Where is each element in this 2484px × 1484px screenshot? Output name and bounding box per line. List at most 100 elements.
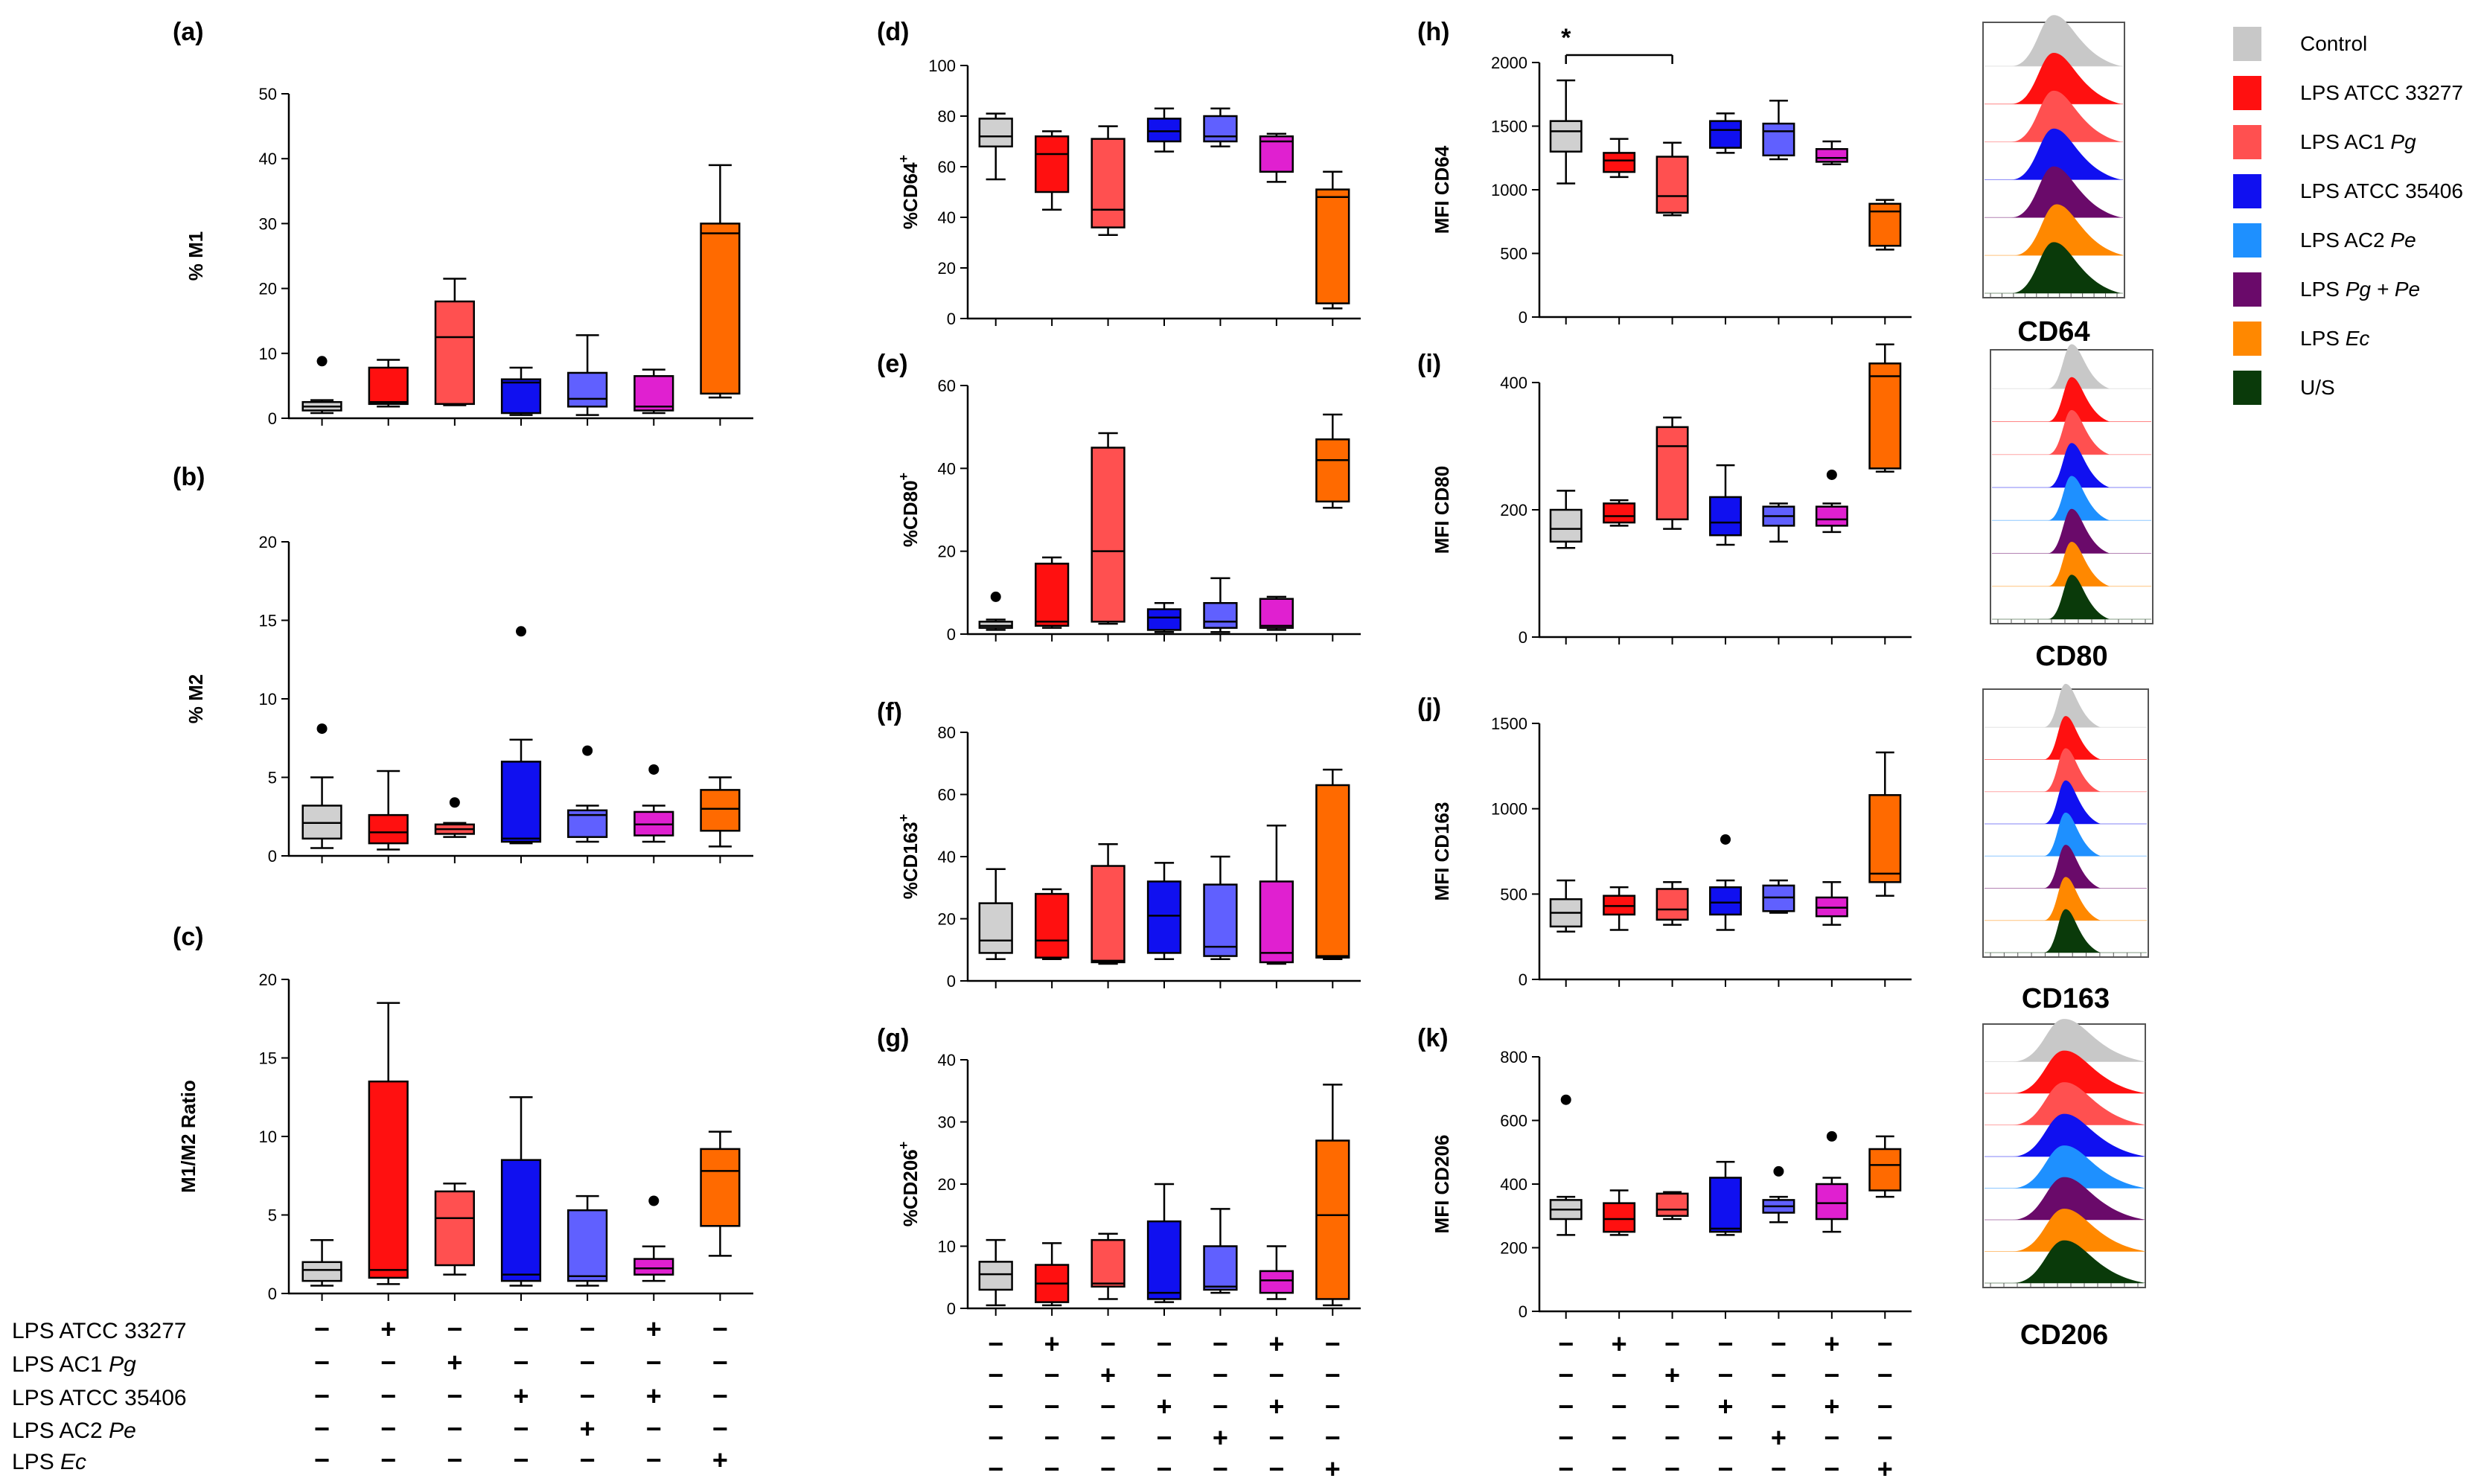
box-lps-pg-pe [1815,140,1848,166]
histogram-curve [2043,683,2101,728]
panel-label: (h) [1417,18,1449,46]
iqr-box [978,902,1013,954]
minus-sign: − [1877,1328,1893,1359]
minus-sign: − [380,1413,396,1444]
box-lps-pg-pe [1259,825,1294,965]
y-tick-label: 400 [1500,1175,1527,1194]
minus-sign: − [447,1314,462,1344]
y-tick-label: 60 [938,786,956,805]
plus-sign: + [1717,1391,1733,1421]
y-axis-label-superscript: + [896,814,911,822]
minus-sign: − [1771,1453,1787,1484]
iqr-box [633,1258,674,1276]
minus-sign: − [1717,1422,1733,1453]
box-lps-ac1-pg [1091,432,1126,625]
panel-c: 0 5 10 15 20 M1/M2 Ratio (c) [173,923,753,1303]
box-lps-atcc-35406 [500,738,542,845]
plus-sign: + [1156,1391,1172,1421]
box-plot-panels: 0 10 20 30 40 50 % M1 (a) 0 5 10 15 20 % M2 (b) 0 5 10 15 2… [173,18,1912,1321]
histogram-curve [2011,53,2121,104]
legend-swatch [2233,371,2261,405]
box-lps-ac1-pg [434,822,475,838]
box-control [1549,79,1583,185]
minus-sign: − [380,1347,396,1378]
box-lps-atcc-35406 [500,366,542,416]
legend-label: LPS ATCC 33277 [2300,81,2463,104]
iqr-box [1656,1192,1689,1217]
legend-label: LPS ATCC 35406 [2300,179,2463,202]
y-tick-label: 800 [1500,1048,1527,1066]
iqr-box [1549,120,1583,153]
iqr-box [1868,1148,1902,1192]
minus-sign: − [646,1347,662,1378]
iqr-box [700,1148,741,1227]
plus-sign: + [1612,1328,1627,1359]
y-tick-label: 15 [259,1049,277,1068]
minus-sign: − [513,1347,529,1378]
histogram-curve [2011,128,2121,180]
legend-swatch [2233,76,2261,110]
histogram-curve [2047,344,2110,389]
minus-sign: − [712,1347,728,1378]
box-lps-atcc-35406 [500,1096,542,1287]
y-tick-label: 40 [259,150,277,168]
minus-sign: − [1771,1391,1787,1421]
y-tick-label: 10 [259,345,277,363]
histogram-curve [2047,575,2110,619]
box-lps-ec [1868,343,1902,473]
minus-sign: − [1558,1328,1574,1359]
minus-sign: − [1268,1453,1284,1484]
y-tick-label: 5 [268,769,277,787]
iqr-box [1035,135,1070,194]
iqr-box [500,378,542,415]
minus-sign: − [447,1381,462,1411]
legend-label-text: LPS [2300,278,2346,301]
iqr-box [500,761,542,843]
iqr-box [1709,886,1742,916]
minus-sign: − [646,1445,662,1475]
plus-sign: + [712,1445,728,1475]
y-tick-label: 400 [1500,374,1527,392]
minus-sign: − [447,1445,462,1475]
minus-sign: − [314,1445,330,1475]
minus-sign: − [712,1314,728,1344]
plus-sign: + [646,1381,662,1411]
histogram-curve [2012,1177,2147,1220]
box-lps-atcc-35406 [1709,112,1742,154]
treatment-row-label-italic: Ec [60,1450,86,1474]
histogram-curve [2043,716,2101,760]
minus-sign: − [1268,1422,1284,1453]
minus-sign: − [1877,1391,1893,1421]
minus-sign: − [1268,1360,1284,1390]
box-lps-pg-pe [1815,1177,1848,1233]
outlier-point [1720,834,1731,845]
legend-label-text: LPS ATCC 33277 [2300,81,2463,104]
outlier-point [1826,469,1837,480]
minus-sign: − [1612,1422,1627,1453]
plus-sign: + [513,1381,529,1411]
histogram-curve [2011,242,2121,293]
histogram-panels: CD64 CD80 CD163 CD206 [1982,15,2153,1351]
minus-sign: − [1558,1422,1574,1453]
legend-label: LPS Pg + Pe [2300,278,2420,301]
iqr-box [1815,505,1848,527]
y-tick-label: 60 [938,377,956,395]
box-lps-ac2-pe [1762,1195,1795,1224]
y-tick-label: 10 [259,1128,277,1146]
outlier-point [449,797,460,808]
minus-sign: − [1100,1328,1116,1359]
box-lps-ac1-pg [434,1183,475,1276]
y-tick-label: 0 [1519,308,1527,327]
y-tick-label: 5 [268,1206,277,1225]
legend-item: U/S [2233,371,2335,405]
minus-sign: − [1824,1422,1839,1453]
box-lps-pg-pe [1259,595,1294,631]
minus-sign: − [1664,1453,1680,1484]
y-tick-label: 0 [947,310,956,328]
y-tick-label: 20 [259,970,277,989]
y-tick-label: 0 [268,847,277,866]
histogram-curve [2047,476,2110,521]
box-lps-pg-pe [1259,132,1294,183]
y-tick-label: 20 [938,259,956,278]
histogram-curve [2047,443,2110,487]
